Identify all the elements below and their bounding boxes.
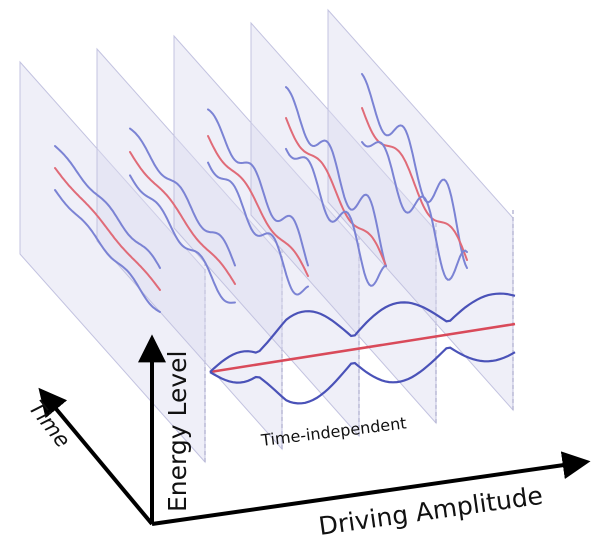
time-independent-middle-curve [209,322,516,374]
middle-level-curve [129,151,236,285]
time-independent-outer-curve [209,346,516,405]
axes [38,334,591,526]
driven-level-curves [54,73,468,313]
energy-axis-label: Energy Level [163,351,192,512]
time-slice-panels [19,8,514,464]
time-independent-curves [209,292,516,405]
amplitude-axis-label: Driving Amplitude [317,481,545,541]
outer-level-curve [129,174,236,304]
time-axis-line [38,387,154,526]
middle-level-curve [207,135,309,277]
outer-level-curve [129,127,236,267]
time-independent-outer-curve [209,292,516,373]
outer-level-curve [54,189,161,313]
outer-level-curve [207,161,309,296]
outer-level-curve [54,145,161,269]
outer-level-curve [361,73,468,269]
middle-level-curve [285,117,387,267]
outer-level-curve [361,141,468,281]
outer-level-curve [285,86,387,268]
outer-level-curve [285,147,387,287]
outer-level-curve [207,108,309,267]
amplitude-axis-line [151,451,591,526]
middle-level-curve [54,167,161,291]
